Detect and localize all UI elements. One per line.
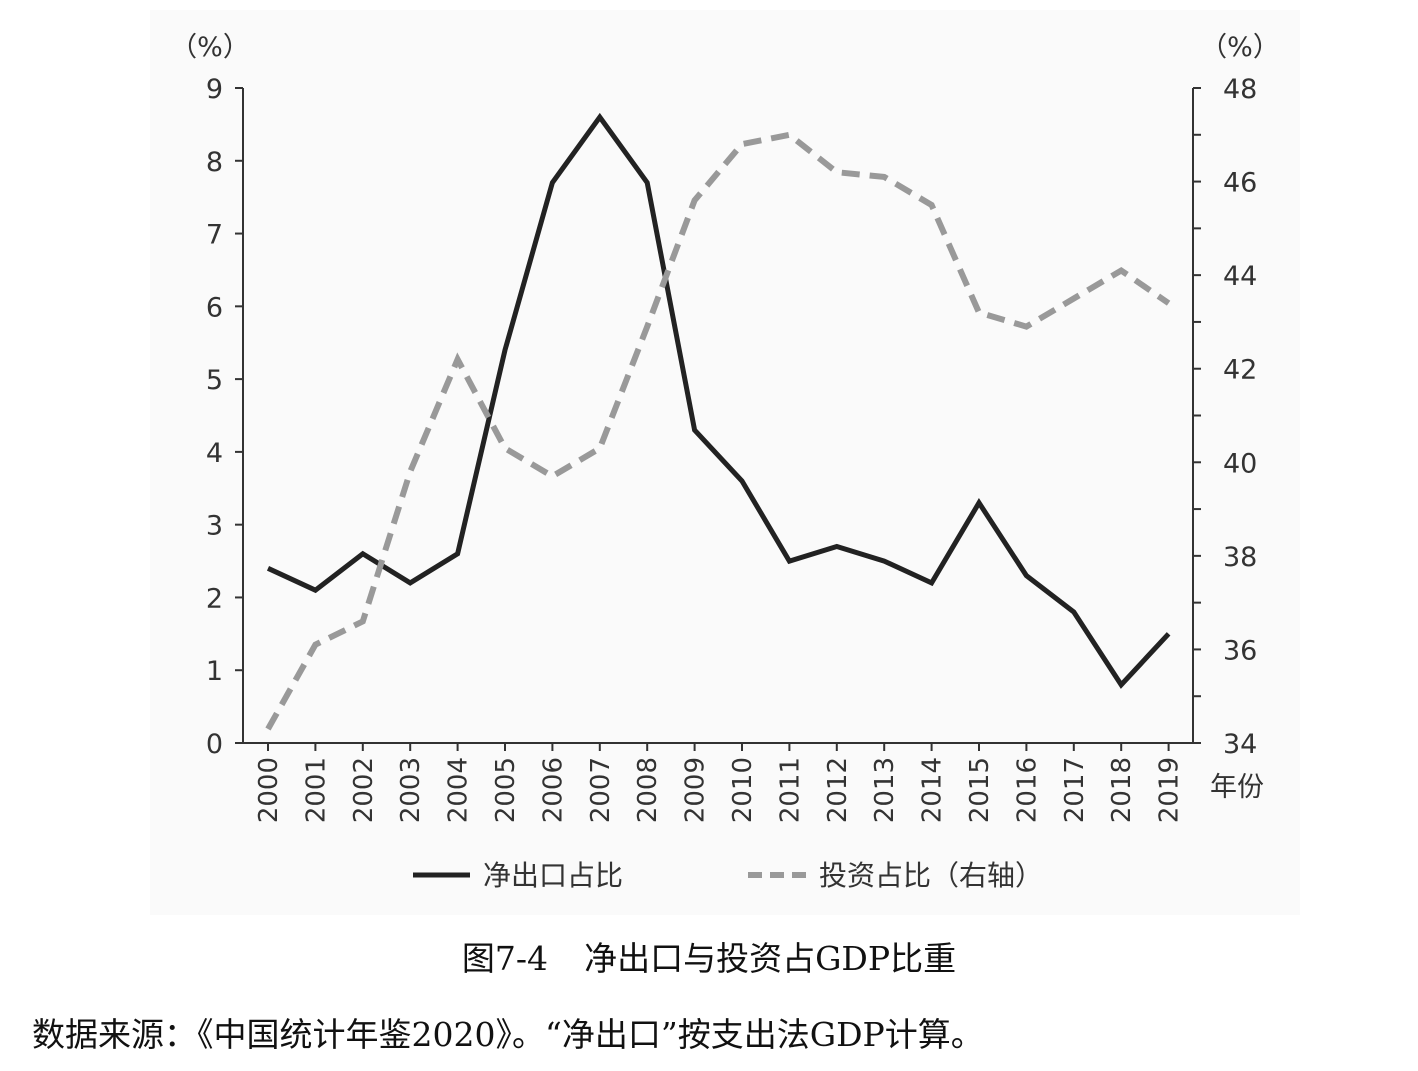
figure-title: 净出口与投资占GDP比重: [584, 939, 957, 978]
x-tick-label: 2009: [681, 757, 711, 823]
figure-number: 图7-4: [461, 939, 549, 978]
left-y-tick-label: 4: [206, 438, 223, 469]
x-tick-label: 2008: [633, 757, 663, 823]
x-tick-label: 2018: [1107, 757, 1137, 823]
figure-caption: 图7-4 净出口与投资占GDP比重: [0, 932, 1418, 980]
left-y-tick-label: 6: [206, 292, 223, 323]
x-tick-label: 2003: [396, 757, 426, 823]
x-tick-label: 2015: [965, 757, 995, 823]
right-y-tick-label: 44: [1223, 261, 1257, 292]
left-y-tick-label: 0: [206, 729, 223, 760]
right-axis-unit: （%）: [1200, 32, 1280, 63]
x-tick-label: 2013: [870, 757, 900, 823]
x-tick-label: 2006: [538, 757, 568, 823]
investment-share-line: [265, 131, 1171, 731]
x-tick-label: 2014: [918, 757, 948, 823]
x-tick-label: 2017: [1060, 757, 1090, 823]
x-tick-label: 2007: [586, 757, 616, 823]
x-tick-label: 2005: [491, 757, 521, 823]
legend-label-investment: 投资占比（右轴）: [819, 859, 1043, 892]
x-tick-label: 2001: [301, 757, 331, 823]
right-y-tick-label: 38: [1223, 542, 1257, 573]
x-tick-label: 2002: [349, 757, 379, 823]
left-axis-unit: （%）: [170, 32, 250, 63]
x-tick-label: 2000: [254, 757, 284, 823]
right-y-tick-label: 36: [1223, 635, 1257, 666]
left-y-tick-label: 5: [206, 365, 223, 396]
right-y-tick-label: 42: [1223, 355, 1257, 386]
right-y-tick-label: 34: [1223, 729, 1257, 760]
legend-label-net-export: 净出口占比: [483, 859, 623, 892]
x-axis-label: 年份: [1210, 772, 1264, 803]
left-y-tick-label: 7: [206, 220, 223, 251]
right-y-tick-label: 46: [1223, 168, 1257, 199]
x-tick-label: 2011: [775, 757, 805, 823]
source-note: 数据来源：《中国统计年鉴2020》。“净出口”按支出法GDP计算。: [32, 1015, 984, 1054]
x-tick-label: 2012: [823, 757, 853, 823]
x-tick-label: 2004: [444, 757, 474, 823]
right-y-tick-label: 40: [1223, 448, 1257, 479]
right-y-tick-label: 48: [1223, 74, 1257, 105]
x-tick-label: 2010: [728, 757, 758, 823]
x-tick-label: 2016: [1012, 757, 1042, 823]
left-y-tick-label: 9: [206, 74, 223, 105]
left-y-tick-label: 8: [206, 147, 223, 178]
x-tick-label: 2019: [1155, 757, 1185, 823]
left-y-tick-label: 2: [206, 583, 223, 614]
net-export-share-line: [266, 112, 1171, 689]
left-y-tick-label: 1: [206, 656, 223, 687]
chart: 0 1 2 3 4 5 6 7 8 9 （%） 34 36 38 40 42 44 46 48 （%） 2000 2001…: [170, 32, 1280, 892]
left-y-tick-label: 3: [206, 511, 223, 542]
